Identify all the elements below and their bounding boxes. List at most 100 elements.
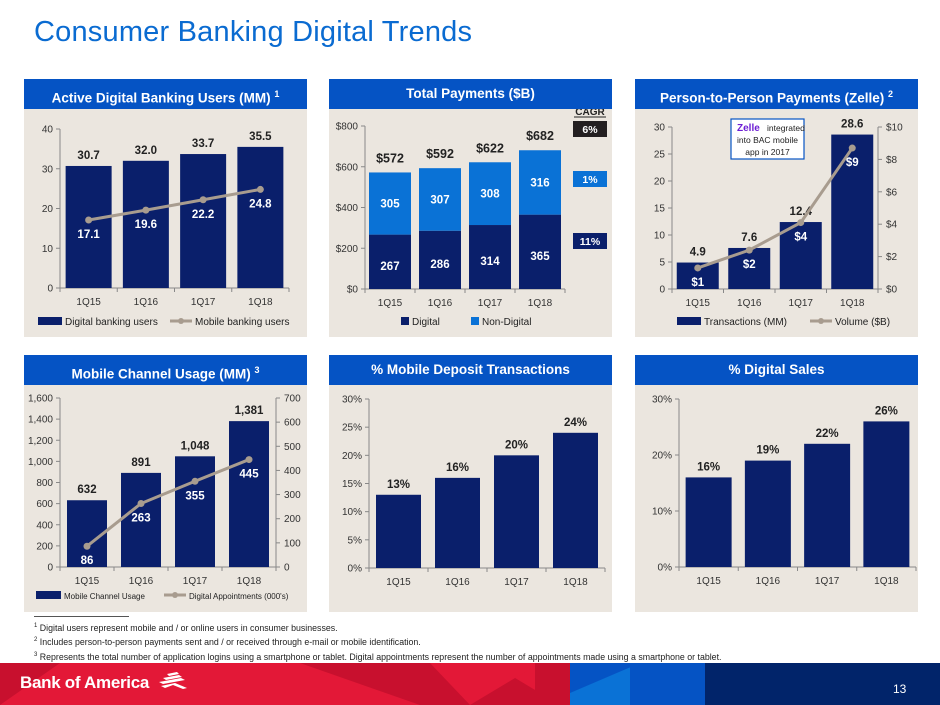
y-tick-label: 10 [42, 244, 54, 255]
footnotes: 1 Digital users represent mobile and / o… [34, 616, 722, 663]
line-point [85, 216, 93, 224]
x-tick-label: 1Q18 [237, 576, 262, 587]
x-tick-label: 1Q16 [445, 577, 470, 588]
y2-tick-label: 200 [284, 514, 301, 525]
bar [804, 443, 851, 567]
y2-tick-label: $6 [886, 187, 898, 198]
legend-swatch-point [172, 592, 178, 598]
y2-tick-label: 100 [284, 538, 301, 549]
panel-title: Total Payments ($B) [406, 86, 535, 101]
cagr-digital: 11% [580, 236, 601, 248]
x-tick-label: 1Q15 [75, 576, 100, 587]
y-tick-label: 1,000 [28, 457, 53, 468]
line-point [191, 477, 199, 485]
panel-total-payments: Total Payments ($B) $0 $200 $400 $600 $800 1Q… [329, 79, 612, 337]
data-label-total: $572 [376, 151, 404, 165]
y-tick-label: 25 [654, 150, 666, 161]
cagr-non-digital-box [573, 171, 607, 187]
legend-label-line: Volume ($B) [835, 317, 890, 328]
bar-digital [419, 230, 461, 289]
x-tick-label: 1Q15 [696, 576, 721, 587]
data-label-non-digital: 305 [380, 199, 400, 211]
y-tick-label: 20% [342, 451, 362, 462]
x-tick-label: 1Q16 [737, 298, 762, 309]
legend-swatch-bar [677, 317, 701, 325]
line-data-label: 86 [81, 555, 94, 567]
data-label-total: $592 [426, 147, 454, 161]
y-tick-label: $800 [336, 122, 359, 133]
y-tick-label: 0 [47, 284, 53, 295]
legend-label-bar: Transactions (MM) [704, 317, 787, 328]
legend-label-line: Mobile banking users [195, 317, 290, 328]
bar-digital [519, 214, 561, 289]
bar [237, 146, 284, 288]
line-data-label: 17.1 [77, 229, 100, 241]
y-tick-label: 0 [47, 563, 53, 574]
x-tick-label: 1Q17 [815, 576, 840, 587]
line-data-label: 24.8 [249, 198, 272, 210]
x-tick-label: 1Q16 [129, 576, 154, 587]
y-tick-label: 20% [652, 451, 672, 462]
bar-data-label: 20% [505, 439, 528, 451]
line-point [694, 264, 702, 272]
y2-tick-label: $0 [886, 285, 898, 296]
bar [376, 494, 421, 568]
chart-p2p-zelle: 0 5 10 15 20 25 30 1Q15 1Q16 1Q17 1Q18 $0 $2 $4 $6 $8 $1… [654, 118, 903, 328]
line-series [88, 187, 261, 222]
x-tick-label: 1Q17 [504, 577, 529, 588]
bar [435, 477, 480, 568]
data-label-digital: 314 [480, 256, 500, 268]
footnote-2: 2 Includes person-to-person payments sen… [34, 637, 421, 648]
x-tick-label: 1Q15 [378, 298, 403, 309]
line-point [848, 144, 856, 152]
annotation-line-2: into BAC mobile [737, 135, 798, 145]
x-tick-label: 1Q15 [386, 577, 411, 588]
panel-p2p-zelle: Person-to-Person Payments (Zelle) 2 0 5 10… [635, 79, 918, 337]
y-tick-label: 10% [652, 507, 672, 518]
bar-data-label: 22% [816, 428, 839, 440]
zelle-logo: Zelle [737, 123, 760, 134]
bar-digital [469, 225, 511, 289]
y2-tick-label: 500 [284, 442, 301, 453]
line-data-label: 263 [131, 513, 150, 525]
bar-data-label: 16% [697, 461, 720, 473]
footnote-1: 1 Digital users represent mobile and / o… [34, 622, 338, 633]
y-tick-label: 25% [342, 423, 362, 434]
panel-header: Mobile Channel Usage (MM) 3 [24, 355, 307, 385]
y2-tick-label: $2 [886, 252, 898, 263]
bar [494, 455, 539, 568]
y-tick-label: 0 [659, 285, 665, 296]
panel-header: Active Digital Banking Users (MM) 1 [24, 79, 307, 109]
y-tick-label: 30 [42, 164, 54, 175]
bar-data-label: 26% [875, 405, 898, 417]
bar-data-label: 19% [756, 445, 779, 457]
flag-icon [159, 672, 188, 689]
line-point [83, 542, 91, 550]
bar [65, 165, 112, 288]
bar-data-label: 1,381 [235, 405, 264, 417]
panel-mobile-deposit: % Mobile Deposit Transactions 0% 5% 10% 15%… [329, 355, 612, 612]
y-tick-label: 30% [342, 395, 362, 406]
bar-non-digital [419, 168, 461, 231]
line-data-label: 22.2 [192, 209, 214, 221]
y-tick-label: 5% [348, 535, 363, 546]
data-label-digital: 267 [380, 261, 399, 273]
y-tick-label: 30% [652, 395, 672, 406]
annotation-box [730, 118, 805, 160]
y-tick-label: $0 [347, 285, 359, 296]
panel-title: Mobile Channel Usage (MM) [71, 366, 251, 382]
bar [744, 460, 791, 567]
legend-swatch-non-digital [471, 317, 479, 325]
x-tick-label: 1Q17 [183, 576, 208, 587]
y-tick-label: 1,400 [28, 415, 53, 426]
footnote-divider [34, 616, 129, 617]
panel-title: % Digital Sales [728, 362, 825, 377]
y-tick-label: 0% [348, 564, 363, 575]
line-data-label: 19.6 [135, 219, 157, 231]
bar-non-digital [469, 162, 511, 226]
bar [175, 456, 215, 567]
bar-data-label: 4.9 [690, 247, 706, 259]
panel-active-digital-users: Active Digital Banking Users (MM) 1 0 10 2… [24, 79, 307, 337]
footnote-3: 3 Represents the total number of applica… [34, 651, 722, 662]
bar [779, 222, 822, 289]
